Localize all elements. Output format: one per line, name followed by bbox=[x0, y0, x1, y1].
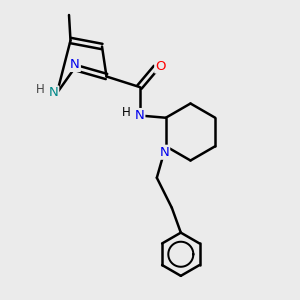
Text: O: O bbox=[155, 59, 166, 73]
Text: N: N bbox=[135, 109, 144, 122]
Text: N: N bbox=[49, 86, 58, 100]
Text: N: N bbox=[159, 146, 169, 159]
Text: H: H bbox=[36, 83, 45, 96]
Text: H: H bbox=[122, 106, 130, 119]
Text: N: N bbox=[70, 58, 80, 71]
